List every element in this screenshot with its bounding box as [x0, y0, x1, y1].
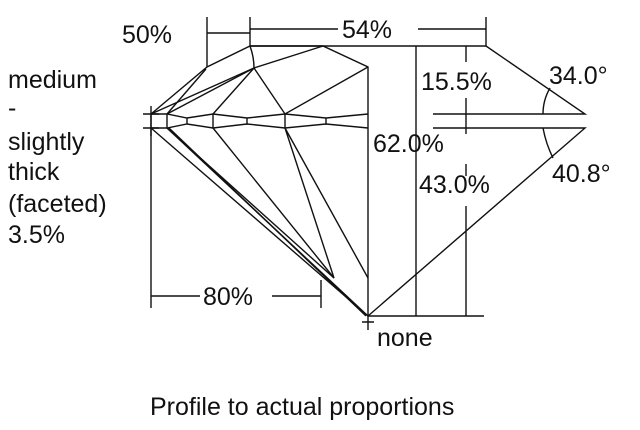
- pavilion-angle-label: 40.8°: [552, 160, 611, 188]
- crown-angle-arc: [542, 87, 551, 115]
- girdle-line: thick: [8, 158, 60, 186]
- table-width-label: 54%: [342, 16, 392, 44]
- pavilion-depth-label: 43.0%: [419, 171, 490, 199]
- dimension-lines: [150, 17, 487, 308]
- side-profile: [367, 45, 588, 317]
- crown-height-label: 15.5%: [421, 68, 492, 96]
- lower-half-label: 80%: [203, 283, 253, 311]
- culet-label: none: [377, 324, 433, 352]
- girdle-line: medium: [8, 66, 97, 94]
- girdle-line: slightly: [8, 128, 85, 156]
- pavilion-angle-arc: [542, 127, 554, 159]
- girdle-line: (faceted): [8, 190, 107, 218]
- diamond-face-up-outline: [143, 45, 374, 330]
- crown-angle-label: 34.0°: [549, 62, 608, 90]
- girdle-description: medium - slightly thick (faceted) 3.5%: [8, 66, 107, 249]
- total-depth-label: 62.0%: [373, 130, 444, 158]
- girdle-line: -: [8, 94, 16, 122]
- caption: Profile to actual proportions: [150, 393, 454, 421]
- girdle-line: 3.5%: [8, 221, 65, 249]
- table-length-label: 50%: [122, 21, 172, 49]
